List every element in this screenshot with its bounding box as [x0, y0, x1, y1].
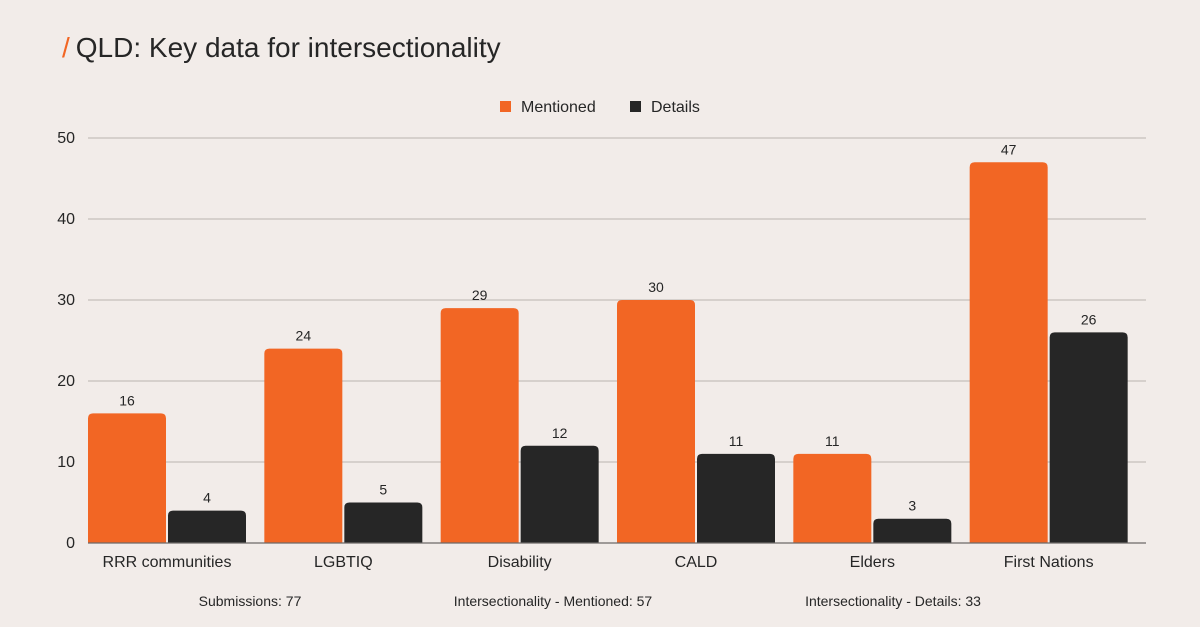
data-label: 29	[472, 287, 488, 303]
data-label: 11	[729, 433, 744, 449]
chart-title: / QLD: Key data for intersectionality	[62, 32, 501, 64]
x-tick-label: Elders	[850, 554, 895, 571]
title-slash-accent: /	[62, 32, 70, 63]
x-tick-label: RRR communities	[103, 554, 232, 571]
data-label: 30	[648, 279, 664, 295]
bar-details	[168, 510, 246, 543]
data-label: 3	[908, 498, 916, 514]
data-label: 26	[1081, 311, 1097, 327]
x-tick-label: CALD	[675, 554, 718, 571]
data-label: 11	[825, 433, 840, 449]
bar-mentioned	[617, 300, 695, 543]
footer-stat-mentioned: Intersectionality - Mentioned: 57	[453, 593, 653, 609]
legend-swatch-details	[630, 101, 641, 112]
x-tick-label: LGBTIQ	[314, 554, 373, 571]
bar-mentioned	[440, 308, 519, 543]
bar-details	[697, 453, 775, 543]
legend-swatch-mentioned	[500, 101, 511, 112]
bar-details	[873, 518, 952, 543]
footer-stat-submissions: Submissions: 77	[198, 593, 302, 609]
data-label: 4	[203, 490, 211, 506]
y-tick-label: 10	[57, 454, 75, 471]
bar-details	[344, 502, 423, 543]
x-tick-label: First Nations	[1004, 554, 1094, 571]
x-tick-label: Disability	[488, 554, 552, 571]
data-label: 12	[552, 425, 568, 441]
bar-mentioned	[88, 413, 166, 543]
legend-label-details: Details	[651, 99, 700, 116]
title-text: QLD: Key data for intersectionality	[75, 32, 501, 63]
bar-mentioned	[969, 162, 1048, 544]
y-tick-label: 50	[57, 130, 75, 147]
legend-label-mentioned: Mentioned	[521, 99, 596, 116]
y-tick-label: 30	[57, 292, 75, 309]
y-tick-label: 0	[66, 535, 75, 552]
data-label: 5	[379, 482, 387, 498]
data-label: 47	[1001, 141, 1017, 157]
bar-mentioned	[793, 453, 872, 543]
data-label: 16	[119, 392, 135, 408]
footer-stat-details: Intersectionality - Details: 33	[805, 593, 981, 609]
y-tick-label: 40	[57, 211, 75, 228]
bar-details	[520, 445, 599, 543]
data-label: 24	[296, 328, 312, 344]
bar-mentioned	[264, 348, 343, 543]
bar-details	[1049, 332, 1128, 543]
y-tick-label: 20	[57, 373, 75, 390]
